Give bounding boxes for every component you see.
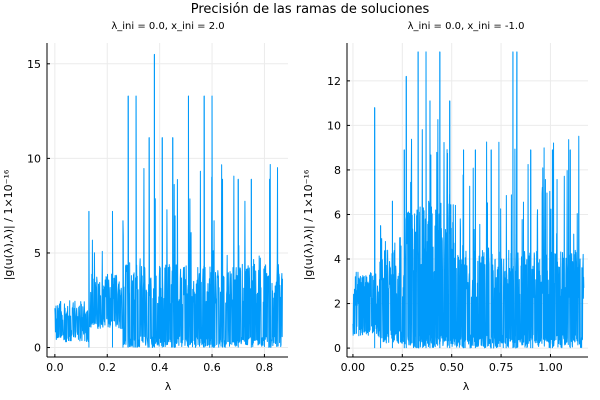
left-ytick-label: 10: [27, 152, 41, 165]
left-xtick-label: 0.6: [203, 361, 221, 374]
left-xtick-label: 0.0: [46, 361, 64, 374]
left-plot-ylabel: |g(u(λ),λ)| / 1×10⁻¹⁶: [2, 169, 15, 280]
right-plot-ylabel: |g(u(λ),λ)| / 1×10⁻¹⁶: [302, 169, 315, 280]
left-xtick-label: 0.8: [256, 361, 274, 374]
right-plot-panel: λ_ini = 0.0, x_ini = -1.0 λ |g(u(λ),λ)| …: [302, 21, 588, 393]
right-ytick-label: 4: [334, 253, 341, 266]
left-plot-xlabel: λ: [165, 380, 172, 393]
left-plot-panel: λ_ini = 0.0, x_ini = 2.0 λ |g(u(λ),λ)| /…: [2, 21, 288, 393]
right-series-line: [352, 51, 585, 349]
left-series-line: [54, 53, 283, 349]
left-ytick-label: 15: [27, 58, 41, 71]
left-xtick-label: 0.4: [151, 361, 169, 374]
right-ytick-label: 0: [334, 342, 341, 355]
right-ytick-label: 10: [327, 119, 341, 132]
left-xtick-label: 0.2: [99, 361, 117, 374]
right-plot-title: λ_ini = 0.0, x_ini = -1.0: [408, 21, 525, 32]
right-ytick-label: 8: [334, 164, 341, 177]
figure-title: Precisión de las ramas de soluciones: [191, 2, 430, 17]
right-xtick-label: 0.00: [341, 361, 366, 374]
left-plot-title: λ_ini = 0.0, x_ini = 2.0: [111, 21, 224, 32]
right-ytick-label: 2: [334, 298, 341, 311]
left-ytick-label: 0: [34, 342, 41, 355]
left-ytick-label: 5: [34, 247, 41, 260]
right-plot-xlabel: λ: [463, 380, 470, 393]
right-ytick-label: 12: [327, 75, 341, 88]
right-xtick-label: 0.75: [489, 361, 514, 374]
right-xtick-label: 0.25: [390, 361, 415, 374]
right-ytick-label: 6: [334, 208, 341, 221]
right-xtick-label: 1.00: [538, 361, 563, 374]
right-xtick-label: 0.50: [439, 361, 464, 374]
